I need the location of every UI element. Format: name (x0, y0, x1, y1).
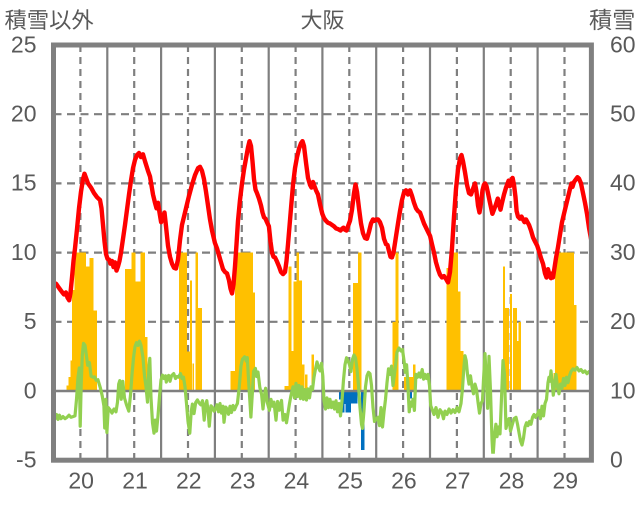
svg-text:22: 22 (176, 467, 202, 493)
svg-text:20: 20 (68, 467, 94, 493)
svg-text:40: 40 (610, 170, 636, 196)
svg-text:0: 0 (610, 447, 623, 473)
svg-text:30: 30 (610, 239, 636, 265)
svg-text:10: 10 (11, 239, 37, 265)
svg-text:50: 50 (610, 101, 636, 127)
svg-text:60: 60 (610, 31, 636, 57)
svg-text:24: 24 (284, 467, 310, 493)
svg-text:-5: -5 (16, 447, 36, 473)
svg-text:28: 28 (499, 467, 525, 493)
svg-text:15: 15 (11, 170, 37, 196)
svg-text:23: 23 (230, 467, 256, 493)
svg-text:5: 5 (24, 308, 37, 334)
svg-text:10: 10 (610, 377, 636, 403)
svg-text:29: 29 (553, 467, 579, 493)
svg-text:25: 25 (11, 31, 37, 57)
svg-text:25: 25 (337, 467, 363, 493)
svg-text:21: 21 (122, 467, 148, 493)
svg-text:27: 27 (445, 467, 471, 493)
svg-text:20: 20 (11, 101, 37, 127)
svg-text:26: 26 (391, 467, 417, 493)
svg-text:0: 0 (24, 377, 37, 403)
svg-text:20: 20 (610, 308, 636, 334)
